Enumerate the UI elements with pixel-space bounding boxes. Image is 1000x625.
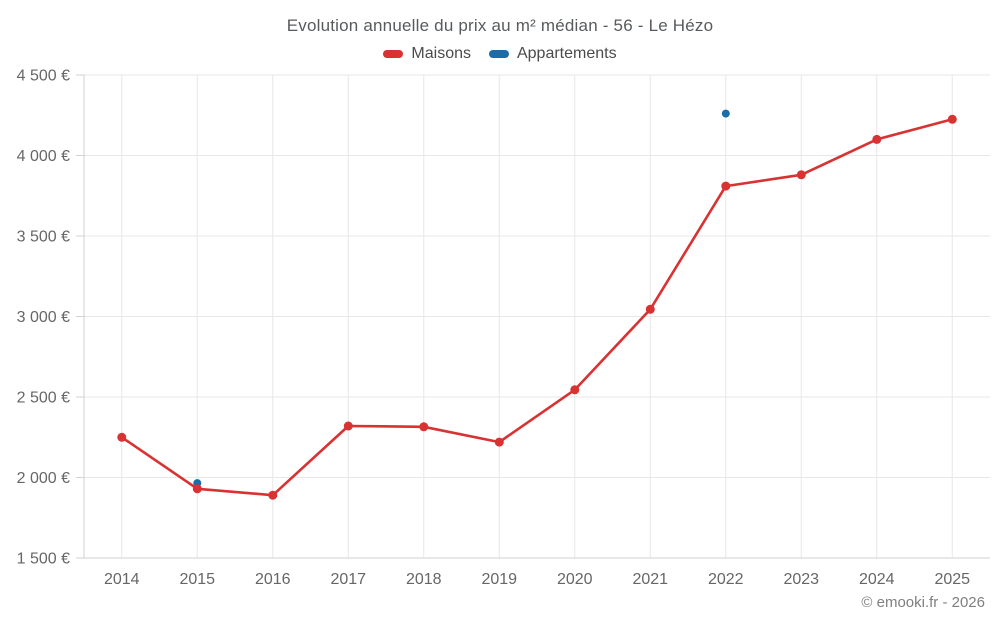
x-axis-label: 2021 (632, 571, 668, 588)
point-appartements-2022[interactable] (721, 109, 730, 118)
x-axis-label: 2019 (481, 571, 517, 588)
gridlines (84, 74, 990, 559)
y-axis-label: 2 000 € (17, 470, 70, 487)
point-maisons-2017[interactable] (343, 421, 353, 431)
point-maisons-2023[interactable] (796, 170, 806, 180)
point-maisons-2016[interactable] (268, 490, 278, 500)
chart-title: Evolution annuelle du prix au m² médian … (286, 16, 714, 35)
point-maisons-2019[interactable] (494, 437, 504, 447)
point-maisons-2025[interactable] (947, 114, 957, 124)
axis-labels: 1 500 € 2 000 € 2 500 € 3 000 € 3 500 € 4 000… (17, 68, 971, 589)
x-axis-label: 2015 (179, 571, 215, 588)
y-axis-label: 4 500 € (17, 68, 70, 85)
series-appartements (193, 109, 730, 488)
y-axis-label: 2 500 € (17, 390, 70, 407)
copyright-credit: © emooki.fr - 2026 (861, 594, 985, 611)
point-maisons-2022[interactable] (721, 181, 731, 191)
x-axis-label: 2018 (406, 571, 442, 588)
x-axis-label: 2022 (708, 571, 744, 588)
point-maisons-2020[interactable] (570, 385, 580, 395)
y-axis-label: 3 500 € (17, 229, 70, 246)
appartements-series-swatch-icon (488, 50, 509, 58)
x-axis-label: 2014 (104, 571, 140, 588)
point-maisons-2018[interactable] (419, 422, 429, 432)
axes (76, 74, 990, 559)
legend-item-maisons[interactable]: Maisons (383, 45, 471, 63)
series-maisons (117, 114, 957, 500)
x-axis-label: 2023 (783, 571, 819, 588)
point-maisons-2014[interactable] (117, 432, 127, 442)
y-axis-label: 4 000 € (17, 148, 70, 165)
point-maisons-2024[interactable] (872, 134, 882, 144)
x-axis-label: 2024 (859, 571, 895, 588)
series (117, 109, 957, 500)
legend-label-appartements: Appartements (516, 45, 617, 62)
x-axis-label: 2017 (330, 571, 366, 588)
maisons-line (120, 118, 954, 497)
point-maisons-2015[interactable] (192, 484, 202, 494)
y-axis-label: 1 500 € (17, 551, 70, 568)
chart-legend: Maisons Appartements (0, 44, 1000, 64)
x-axis-label: 2016 (255, 571, 291, 588)
legend-item-appartements[interactable]: Appartements (488, 45, 617, 63)
maisons-series-swatch-icon (383, 50, 404, 58)
x-axis-label: 2025 (934, 571, 970, 588)
point-maisons-2021[interactable] (645, 304, 655, 314)
y-axis-label: 3 000 € (17, 309, 70, 326)
legend-label-maisons: Maisons (411, 45, 471, 62)
x-axis-label: 2020 (557, 571, 593, 588)
